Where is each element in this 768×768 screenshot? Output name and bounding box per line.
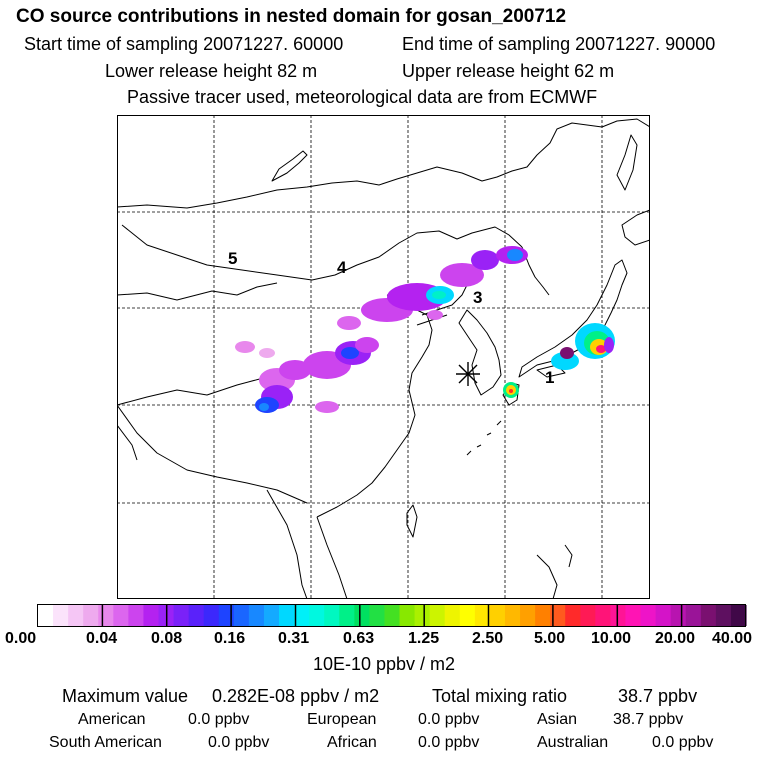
colorbar-segment (640, 605, 657, 626)
colorbar-unit: 10E-10 ppbv / m2 (312, 654, 456, 674)
colorbar-segment (685, 605, 702, 626)
region-value: 0.0 ppbv (208, 734, 270, 751)
region-label-5: 5 (228, 249, 237, 268)
end-time-text: End time of sampling 20071227. 90000 (402, 34, 716, 54)
map-title: CO source contributions in nested domain… (16, 6, 567, 27)
colorbar-segment (324, 605, 340, 626)
colorbar-segment (309, 605, 325, 626)
map-panel: 5 4 3 1 (117, 115, 650, 599)
region-label-4: 4 (337, 258, 347, 277)
colorbar-segment (143, 605, 160, 626)
colorbar-segment (248, 605, 265, 626)
total-mixing-label: Total mixing ratio (432, 686, 568, 706)
colorbar-segment (535, 605, 551, 626)
max-value: 0.282E-08 ppbv / m2 (212, 686, 380, 706)
colorbar-segment (550, 605, 566, 626)
colorbar-segment (444, 605, 461, 626)
colorbar-segment (610, 605, 627, 626)
region-name: Asian (537, 711, 578, 728)
region-name: Australian (537, 734, 609, 751)
region-value: 0.0 ppbv (652, 734, 714, 751)
colorbar-segment (188, 605, 205, 626)
colorbar-tick-label: 0.16 (214, 630, 246, 647)
concentration-plume (235, 246, 615, 413)
colorbar-segment (565, 605, 581, 626)
colorbar-tick-label: 0.00 (5, 630, 37, 647)
colorbar-segment (53, 605, 69, 626)
region-name: American (78, 711, 146, 728)
colorbar-tick-label: 0.31 (278, 630, 310, 647)
colorbar-segment (369, 605, 386, 626)
colorbar-tick-label: 5.00 (534, 630, 566, 647)
colorbar-segment (625, 605, 642, 626)
colorbar-segment (655, 605, 672, 626)
colorbar-segment (38, 605, 54, 626)
colorbar-segment (670, 605, 687, 626)
colorbar-segment (595, 605, 612, 626)
colorbar-segment (715, 605, 732, 626)
colorbar (37, 604, 747, 627)
tracer-note-text: Passive tracer used, meteorological data… (127, 87, 598, 107)
colorbar-segment (339, 605, 355, 626)
region-value: 38.7 ppbv (613, 711, 684, 728)
colorbar-segment (474, 605, 491, 626)
colorbar-segment (113, 605, 129, 626)
colorbar-tick-label: 10.00 (591, 630, 632, 647)
region-name: European (307, 711, 377, 728)
colorbar-tick-label: 2.50 (472, 630, 504, 647)
region-value: 0.0 ppbv (188, 711, 250, 728)
region-name: South American (49, 734, 162, 751)
colorbar-segment (98, 605, 114, 626)
total-mixing-value: 38.7 ppbv (618, 686, 698, 706)
colorbar-tick-label: 0.04 (86, 630, 118, 647)
receptor-asterisk-icon (456, 362, 480, 386)
colorbar-segment (399, 605, 416, 626)
colorbar-segment (414, 605, 431, 626)
colorbar-segment (730, 605, 747, 626)
colorbar-segment (233, 605, 250, 626)
colorbar-tick-label: 1.25 (408, 630, 440, 647)
region-label-1: 1 (545, 368, 554, 387)
region-value: 0.0 ppbv (418, 734, 480, 751)
region-label-3: 3 (473, 288, 482, 307)
start-time-text: Start time of sampling 20071227. 60000 (24, 34, 344, 54)
colorbar-segment (520, 605, 536, 626)
colorbar-segment (203, 605, 220, 626)
colorbar-segment (354, 605, 370, 626)
colorbar-segment (429, 605, 446, 626)
colorbar-segments (38, 605, 747, 626)
colorbar-segment (294, 605, 310, 626)
colorbar-segment (263, 605, 280, 626)
colorbar-segment (218, 605, 235, 626)
lower-height-text: Lower release height 82 m (105, 61, 318, 81)
max-value-label: Maximum value (62, 686, 189, 706)
region-value: 0.0 ppbv (418, 711, 480, 728)
colorbar-segment (68, 605, 84, 626)
colorbar-segment (128, 605, 145, 626)
colorbar-tick-label: 0.08 (151, 630, 183, 647)
colorbar-segment (384, 605, 401, 626)
upper-height-text: Upper release height 62 m (402, 61, 615, 81)
colorbar-segment (580, 605, 596, 626)
colorbar-segment (459, 605, 476, 626)
colorbar-segment (173, 605, 190, 626)
colorbar-segment (83, 605, 99, 626)
colorbar-segment (700, 605, 717, 626)
colorbar-segment (489, 605, 506, 626)
colorbar-segment (504, 605, 521, 626)
colorbar-tick-label: 0.63 (343, 630, 375, 647)
colorbar-segment (279, 605, 295, 626)
region-name: African (327, 734, 377, 751)
colorbar-tick-label: 20.00 (655, 630, 696, 647)
colorbar-tick-label: 40.00 (712, 630, 753, 647)
